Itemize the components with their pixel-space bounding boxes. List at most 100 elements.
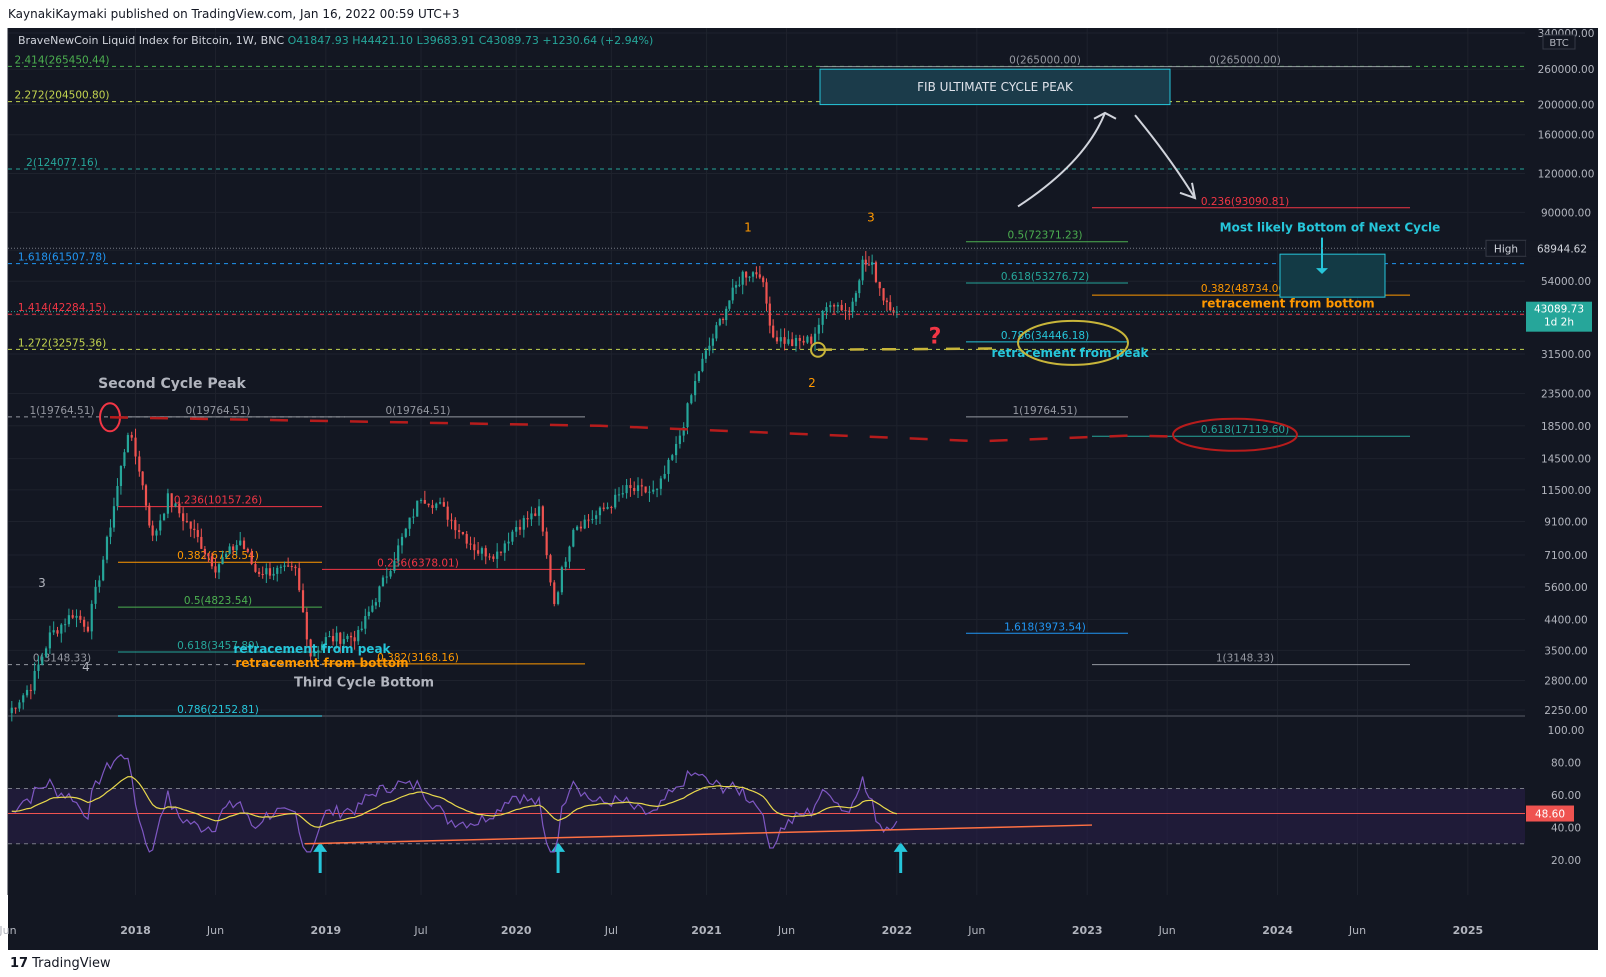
time-tick: 2019: [311, 924, 342, 937]
candle-body: [196, 530, 199, 537]
candle-body: [817, 324, 820, 334]
candle-body: [102, 559, 105, 581]
candle-body: [768, 303, 771, 326]
next-bottom-label: Most likely Bottom of Next Cycle: [1220, 221, 1441, 235]
rsi-tick: 40.00: [1551, 823, 1581, 835]
legend-close: C43089.73: [478, 34, 539, 47]
wave-label-4: 4: [82, 660, 90, 674]
legend-low: L39683.91: [416, 34, 476, 47]
candle-body: [878, 281, 881, 289]
candle-body: [381, 577, 385, 587]
legend: BraveNewCoin Liquid Index for Bitcoin, 1…: [18, 34, 653, 47]
candle-body: [522, 518, 525, 530]
price-axis: [1525, 28, 1598, 895]
candle-body: [235, 545, 238, 551]
candle-body: [545, 531, 548, 556]
tradingview-brand[interactable]: 17 TradingView: [10, 956, 111, 971]
retracement-bottom-label: retracement from bottom: [1201, 296, 1374, 310]
candle-body: [283, 565, 286, 567]
candle-body: [825, 307, 828, 312]
next-bottom-box: [1279, 253, 1386, 298]
candle-body: [697, 371, 701, 382]
candle-body: [353, 637, 356, 642]
third-cycle-bottom-label: Third Cycle Bottom: [294, 675, 434, 690]
fib-level-label: 1.618(3973.54): [1004, 621, 1086, 633]
price-chart[interactable]: 2.414(265450.44) 2.272(204500.80) 2(124077…: [0, 0, 1606, 950]
candle-body: [526, 518, 529, 520]
candle-body: [652, 489, 655, 492]
rsi-line: [11, 753, 898, 853]
candle-body: [324, 637, 327, 645]
time-tick: Jul: [413, 924, 427, 937]
candle-body: [14, 707, 17, 709]
down-arrow: [1134, 114, 1196, 199]
candle-body: [290, 566, 293, 568]
candle-body: [159, 520, 162, 531]
candle-body: [123, 452, 126, 466]
candle-body: [217, 564, 221, 573]
candle-body: [56, 630, 59, 634]
candle-body: [701, 358, 704, 372]
candle-body: [119, 465, 123, 487]
candle-body: [346, 635, 349, 640]
candle-body: [151, 525, 154, 536]
price-tick: 54000.00: [1541, 276, 1591, 288]
candle-body: [686, 403, 689, 428]
candle-body: [731, 287, 734, 301]
wave-label-2: 2: [808, 376, 816, 390]
fib-level-label: 1.618(61507.78): [18, 252, 106, 264]
candle-body: [848, 310, 851, 312]
red-dashed-trend: [109, 416, 1171, 443]
time-tick: 2022: [882, 924, 913, 937]
candle-body: [287, 565, 290, 567]
candle-body: [636, 485, 640, 491]
candle-body: [79, 615, 82, 620]
price-tick: 120000.00: [1538, 169, 1595, 181]
candle-body: [503, 543, 506, 553]
fib-level-label: 2.272(204500.80): [14, 90, 109, 102]
candle-body: [155, 530, 158, 536]
candle-body: [745, 271, 748, 278]
candle-body: [393, 560, 396, 571]
candle-body: [37, 664, 40, 671]
high-tag: High: [1494, 243, 1518, 255]
countdown-value: 1d 2h: [1544, 317, 1574, 329]
rsi-tick: 80.00: [1551, 758, 1581, 770]
candle-body: [60, 624, 63, 634]
candle-body: [810, 336, 813, 344]
candle-body: [787, 339, 790, 344]
candle-body: [400, 536, 404, 546]
fib-level-label: 0(265000.00): [1009, 55, 1081, 67]
candle-body: [473, 544, 476, 551]
candle-body: [758, 274, 761, 278]
fib-level-label: 0(19764.51): [186, 405, 251, 417]
high-value: 68944.62: [1537, 243, 1587, 255]
candle-body: [772, 325, 775, 338]
price-tick: 4400.00: [1544, 615, 1587, 627]
candle-body: [606, 506, 609, 509]
candle-body: [821, 311, 824, 325]
wave-label-3b: 3: [38, 576, 46, 590]
candle-body: [86, 626, 90, 632]
candle-body: [404, 528, 407, 537]
candle-body: [144, 485, 148, 506]
candle-body: [342, 639, 345, 644]
candle-body: [90, 603, 93, 632]
candle-body: [537, 506, 541, 516]
candle-body: [583, 519, 586, 529]
brand-label: TradingView: [32, 956, 111, 971]
price-tick: 7100.00: [1544, 550, 1587, 562]
candle-body: [454, 520, 457, 531]
candle-body: [301, 590, 305, 613]
price-tick: 200000.00: [1538, 100, 1595, 112]
time-tick: 2024: [1262, 924, 1293, 937]
candle-body: [492, 556, 495, 559]
candle-body: [174, 503, 177, 507]
candle-body: [105, 536, 109, 560]
candle-body: [674, 443, 678, 456]
candle-body: [162, 513, 166, 521]
candle-body: [170, 493, 173, 507]
yellow-dashed-trend: [817, 347, 1001, 351]
candle-body: [83, 619, 86, 627]
candle-body: [148, 505, 151, 526]
